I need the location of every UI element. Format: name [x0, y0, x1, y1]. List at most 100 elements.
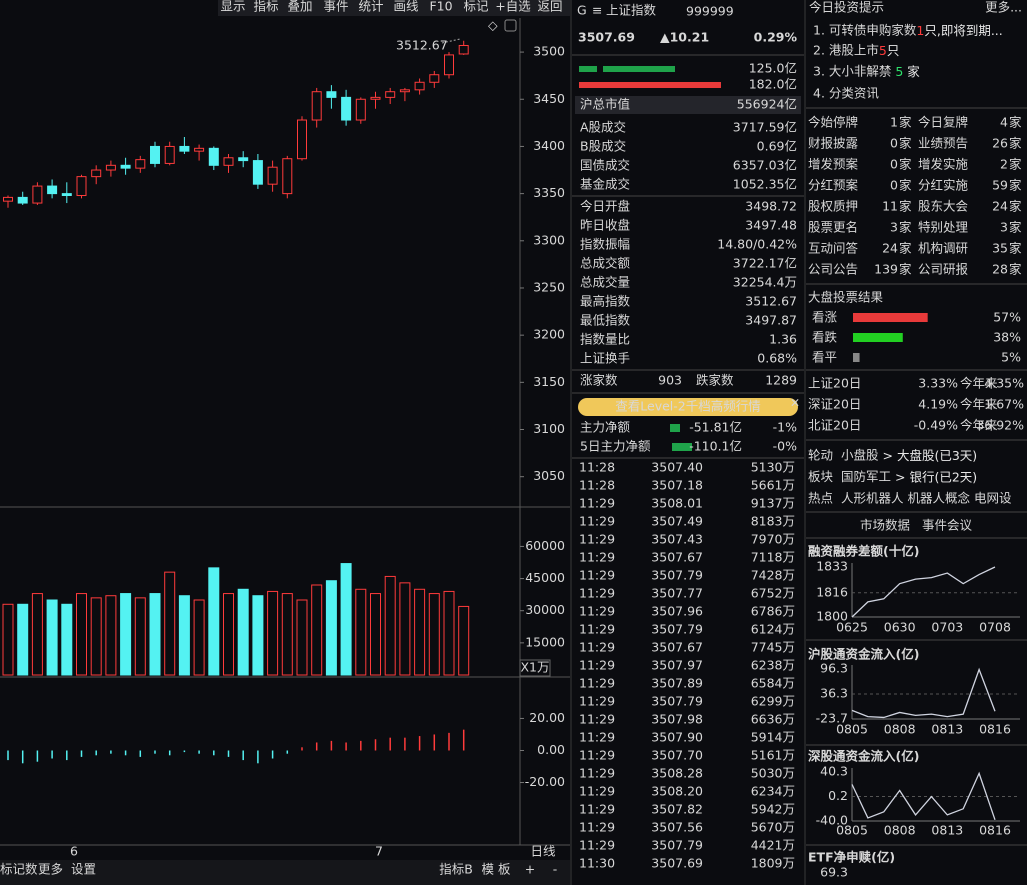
- tip-item[interactable]: 3. 大小非解禁 5 家: [813, 64, 920, 79]
- bottom-button[interactable]: +: [525, 862, 535, 877]
- mini-x-label: 0813: [931, 722, 963, 737]
- tick-volume: 5130万: [751, 460, 795, 475]
- event-label[interactable]: 财报披露: [808, 136, 859, 151]
- tick-volume: 5914万: [751, 730, 795, 745]
- event-label[interactable]: 分红预案: [808, 178, 859, 193]
- toolbar-button[interactable]: 统计: [358, 0, 383, 14]
- event-label[interactable]: 今始停牌: [808, 115, 858, 130]
- rotation-text[interactable]: 小盘股 > 大盘股(已3天): [841, 448, 977, 463]
- bottom-button[interactable]: 指标B: [439, 862, 473, 877]
- field-value: 14.80/0.42%: [717, 237, 797, 252]
- vote-bar: [853, 313, 928, 322]
- tick-time: 11:29: [579, 622, 615, 637]
- toolbar-button[interactable]: F10: [429, 0, 452, 14]
- rotation-text[interactable]: 人形机器人 机器人概念 电网设: [841, 491, 1012, 506]
- event-label[interactable]: 增发预案: [808, 157, 859, 172]
- mini-y-label: 40.3: [820, 764, 848, 779]
- x-label: 7: [375, 844, 383, 859]
- high-label: 3512.67: [396, 38, 448, 53]
- event-label[interactable]: 股权质押: [808, 199, 858, 214]
- level2-button[interactable]: [578, 398, 798, 416]
- volume-bar: [252, 595, 264, 676]
- event-count: 24: [992, 199, 1008, 214]
- tick-time: 11:29: [579, 676, 615, 691]
- tick-time: 11:29: [579, 766, 615, 781]
- event-label[interactable]: 公司公告: [808, 262, 858, 277]
- more-link[interactable]: 更多...: [985, 0, 1022, 15]
- tick-volume: 6234万: [751, 784, 795, 799]
- vote-bar: [853, 333, 903, 342]
- mini-x-label: 0708: [979, 620, 1011, 635]
- event-label[interactable]: 公司研报: [918, 262, 969, 277]
- tick-price: 3507.82: [651, 802, 703, 817]
- event-unit: 家: [899, 241, 912, 256]
- candle-body: [414, 81, 425, 91]
- toolbar-button[interactable]: 事件: [323, 0, 348, 14]
- tick-volume: 7118万: [751, 550, 795, 565]
- event-label[interactable]: 股东大会: [918, 199, 969, 214]
- volume-bar: [340, 563, 352, 676]
- volume-bar: [178, 595, 190, 676]
- y-tick-label: 15000: [525, 634, 565, 649]
- event-label[interactable]: 业绩预告: [918, 136, 968, 151]
- perf-value: 1.67%: [984, 397, 1024, 412]
- bottom-button[interactable]: 标记数: [0, 862, 38, 877]
- volume-bar: [311, 584, 323, 676]
- event-unit: 家: [1009, 199, 1022, 214]
- mini-x-label: 0816: [979, 722, 1011, 737]
- toolbar-button[interactable]: 画线: [393, 0, 419, 14]
- candle-body: [252, 160, 263, 185]
- tick-volume: 6299万: [751, 694, 795, 709]
- event-label[interactable]: 分红实施: [918, 178, 969, 193]
- tick-price: 3507.49: [651, 514, 703, 529]
- tip-item[interactable]: 1. 可转债申购家数1只,即将到期...: [813, 23, 1003, 38]
- bottom-button[interactable]: 模 板: [482, 862, 511, 877]
- toolbar-button[interactable]: 叠加: [287, 0, 312, 14]
- field-value: -51.81亿: [689, 420, 742, 435]
- field-value: 0.69亿: [757, 139, 797, 154]
- event-label[interactable]: 股票更名: [808, 220, 858, 235]
- bottom-button[interactable]: -: [553, 862, 558, 877]
- tick-price: 3507.43: [651, 532, 703, 547]
- rotation-label: 板块: [808, 469, 834, 484]
- bottom-button[interactable]: 更多: [38, 862, 63, 877]
- event-label[interactable]: 今日复牌: [918, 115, 968, 130]
- toolbar-button[interactable]: 显示: [220, 0, 245, 14]
- rotation-text[interactable]: 国防军工 > 银行(已2天): [841, 469, 977, 484]
- tick-volume: 8183万: [751, 514, 795, 529]
- event-label[interactable]: 特别处理: [918, 220, 969, 235]
- candle-body: [61, 193, 72, 197]
- tick-volume: 5161万: [751, 748, 795, 763]
- event-label[interactable]: 增发实施: [918, 157, 969, 172]
- tab[interactable]: 事件会议: [922, 518, 973, 533]
- tip-item[interactable]: 4. 分类资讯: [813, 86, 879, 101]
- toolbar-button[interactable]: 返回: [537, 0, 562, 14]
- event-label[interactable]: 互动问答: [808, 241, 859, 256]
- toolbar-button[interactable]: 标记: [463, 0, 489, 14]
- volume-bar: [458, 605, 470, 676]
- candle-body: [179, 145, 190, 152]
- tab[interactable]: 市场数据: [860, 518, 910, 533]
- tick-price: 3507.67: [651, 550, 703, 565]
- tick-price: 3507.18: [651, 478, 703, 493]
- volume-bar: [2, 603, 14, 676]
- mini-y-label: -23.7: [816, 711, 848, 726]
- candle-body: [297, 119, 307, 160]
- field-value: 3512.67: [745, 294, 797, 309]
- tick-volume: 5030万: [751, 766, 795, 781]
- tip-item[interactable]: 2. 港股上市5只: [813, 43, 899, 58]
- volume-bar: [120, 593, 132, 676]
- bottom-button[interactable]: 设置: [71, 862, 96, 877]
- event-unit: 家: [1009, 136, 1022, 151]
- tick-volume: 5942万: [751, 802, 795, 817]
- event-count: 2: [1000, 157, 1008, 172]
- field-label: 国债成交: [580, 158, 630, 173]
- close-icon[interactable]: ×: [790, 395, 800, 410]
- mini-x-label: 0625: [836, 620, 868, 635]
- tip-number: 5: [895, 64, 903, 79]
- toolbar-button[interactable]: +自选: [495, 0, 531, 14]
- event-label[interactable]: 机构调研: [918, 241, 968, 256]
- event-unit: 家: [1009, 262, 1022, 277]
- mini-y-label: -40.0: [816, 813, 848, 828]
- toolbar-button[interactable]: 指标: [253, 0, 278, 14]
